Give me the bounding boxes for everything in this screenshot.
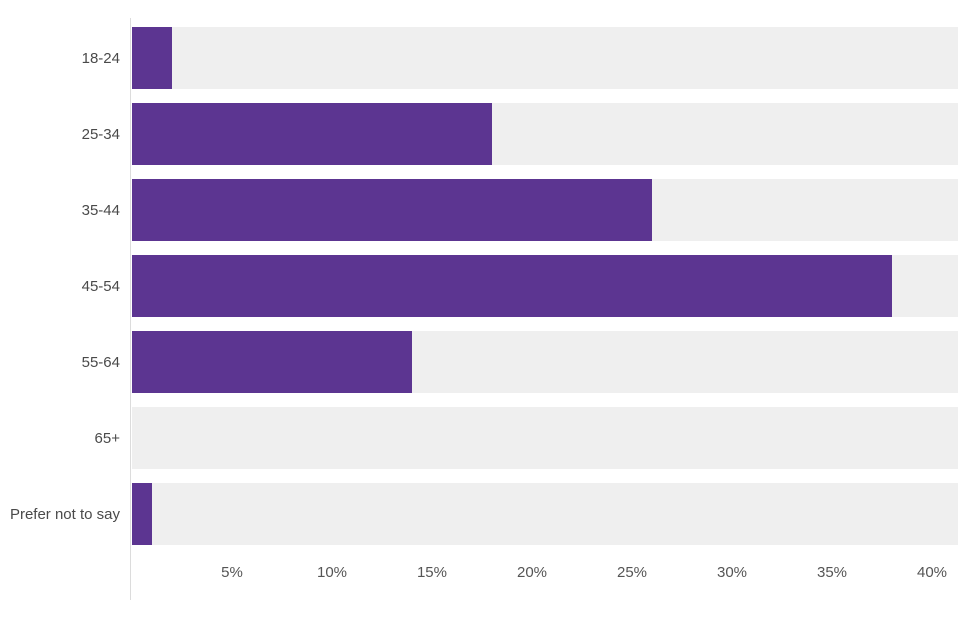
category-label: 18-24 bbox=[81, 49, 120, 67]
x-tick-label: 20% bbox=[516, 564, 548, 581]
bar bbox=[132, 103, 492, 165]
bar-track bbox=[132, 407, 958, 469]
bar-row: Prefer not to say bbox=[0, 476, 960, 552]
bar-track bbox=[132, 103, 958, 165]
y-axis-line bbox=[130, 18, 131, 600]
bar-row: 25-34 bbox=[0, 96, 960, 172]
bar-track bbox=[132, 483, 958, 545]
bar-row: 35-44 bbox=[0, 172, 960, 248]
bar-track bbox=[132, 255, 958, 317]
bar-row: 45-54 bbox=[0, 248, 960, 324]
bar-row: 18-24 bbox=[0, 20, 960, 96]
bar-track bbox=[132, 179, 958, 241]
x-tick-label: 5% bbox=[221, 564, 243, 581]
bar-row: 65+ bbox=[0, 400, 960, 476]
bar bbox=[132, 483, 152, 545]
bar-track bbox=[132, 27, 958, 89]
category-label: Prefer not to say bbox=[9, 505, 120, 523]
bar bbox=[132, 331, 412, 393]
x-tick-label: 10% bbox=[316, 564, 348, 581]
bar-row: 55-64 bbox=[0, 324, 960, 400]
rows-container: 18-24 25-34 35-44 45-54 55-64 65+ Prefer not t… bbox=[0, 20, 960, 552]
bar bbox=[132, 179, 652, 241]
x-axis: 5% 10% 15% 20% 25% 30% 35% 40% bbox=[132, 560, 958, 594]
x-tick-label: 40% bbox=[916, 564, 948, 581]
bar bbox=[132, 27, 172, 89]
category-label: 55-64 bbox=[81, 353, 120, 371]
category-label: 45-54 bbox=[81, 277, 120, 295]
x-tick-label: 25% bbox=[616, 564, 648, 581]
x-tick-label: 35% bbox=[816, 564, 848, 581]
bar-track bbox=[132, 331, 958, 393]
x-tick-label: 15% bbox=[416, 564, 447, 581]
category-label: 35-44 bbox=[81, 201, 120, 219]
bar bbox=[132, 255, 892, 317]
x-tick-label: 30% bbox=[716, 564, 748, 581]
category-label: 25-34 bbox=[81, 125, 120, 143]
category-label: 65+ bbox=[94, 429, 120, 447]
